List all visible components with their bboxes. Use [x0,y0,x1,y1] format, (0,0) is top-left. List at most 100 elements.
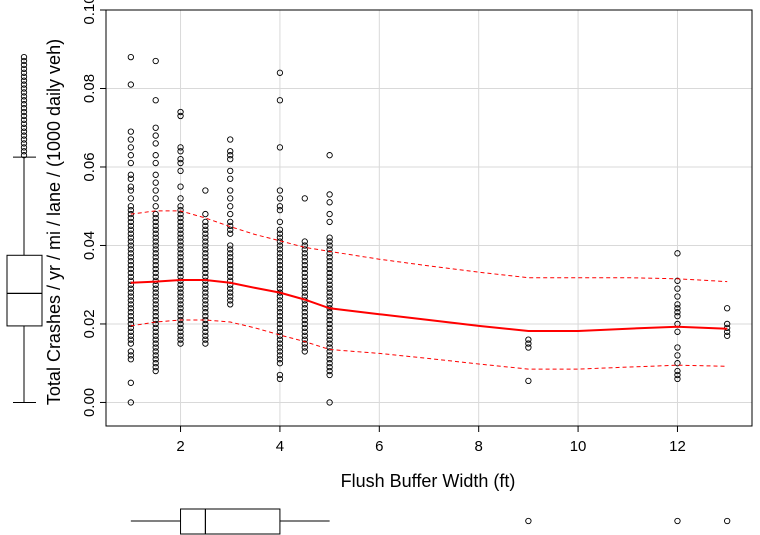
data-point [326,328,333,335]
data-point [152,140,159,147]
data-point [177,167,184,175]
data-point [152,238,159,245]
data-point [127,258,134,265]
data-point [724,320,731,328]
data-point [301,250,308,257]
data-point [301,316,308,324]
data-point [674,250,681,257]
data-point [152,363,159,371]
data-point [276,352,284,359]
data-point [177,340,184,347]
data-point [152,360,159,367]
data-point [152,269,159,277]
data-point [177,297,184,304]
data-point [276,269,284,277]
data-point [326,285,333,292]
data-point [202,265,209,273]
data-point [276,261,284,269]
data-point [177,328,184,335]
data-point [276,250,284,257]
data-point [202,301,209,308]
data-point [301,277,308,284]
data-point [326,234,333,241]
data-point [127,218,134,226]
axis-ticks: 2 4 6 8 10 12 0.00 0.02 0.04 0.06 0.08 0.10 [81,0,686,455]
y-box-outlier [20,57,28,65]
data-point [301,301,308,308]
y-tick-label: 0.04 [81,231,98,260]
data-point [127,242,134,249]
data-point [227,254,234,261]
y-box-outlier [20,61,28,69]
data-point [301,305,308,312]
data-point [177,250,184,257]
data-point [276,218,284,226]
data-point [127,289,134,296]
data-point [127,312,134,320]
data-point [177,242,184,249]
data-point [177,336,184,343]
data-point [152,230,159,237]
y-box-outlier [20,77,28,84]
data-point [724,332,731,339]
data-point [152,187,159,194]
data-point [674,312,681,320]
data-point [152,344,159,351]
data-point [227,175,234,182]
x-box-outlier [724,517,731,525]
data-point [227,273,234,281]
data-point [674,277,681,284]
data-point [227,226,234,233]
data-point [674,352,681,359]
data-point [152,332,159,339]
data-point [152,328,159,335]
data-point [152,348,159,355]
data-point [326,246,333,253]
data-point [227,155,234,163]
data-point [227,258,234,265]
data-point [127,175,134,182]
data-point [326,399,333,406]
data-point [276,258,284,265]
data-point [326,210,333,218]
data-point [326,254,333,261]
data-point [525,344,532,351]
data-point [127,348,134,355]
data-point [227,187,234,194]
data-point [202,297,209,304]
data-point [127,250,134,257]
data-point [177,183,184,190]
data-point [177,324,184,332]
data-point [301,258,308,265]
data-point [301,195,308,202]
data-point [202,250,209,257]
data-point [276,144,284,151]
data-point [227,301,234,308]
data-point [301,332,308,339]
data-point [276,97,284,104]
data-point [152,210,159,218]
y-box-outlier [20,148,28,155]
data-point [127,136,134,143]
data-point [202,218,209,226]
data-point [152,195,159,202]
data-point [227,246,234,253]
data-point [177,195,184,202]
data-point [202,336,209,343]
x-marginal-boxplot [130,508,731,535]
data-point [276,187,284,194]
data-point [301,309,308,316]
data-point [127,128,134,135]
data-point [152,352,159,359]
y-axis-title: Total Crashes / yr / mi / lane / (1000 d… [44,39,64,405]
data-point [152,312,159,320]
data-point [276,297,284,304]
data-point [326,316,333,324]
data-point [127,144,134,151]
y-tick-label: 0.10 [81,0,98,25]
data-point [152,242,159,249]
data-point [127,332,134,339]
x-tick-label: 2 [176,438,184,455]
data-point [152,320,159,328]
y-box-outlier [20,93,28,100]
